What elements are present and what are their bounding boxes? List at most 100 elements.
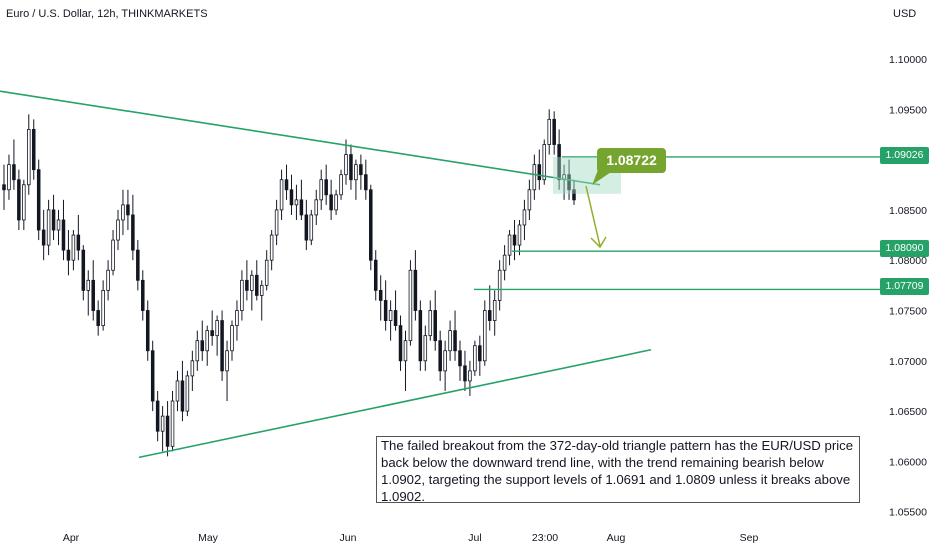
candle-body <box>507 234 512 256</box>
candle-body <box>448 330 452 352</box>
candle-body <box>141 279 145 311</box>
y-tick-label: 1.08000 <box>889 255 927 267</box>
candle-body <box>185 375 190 412</box>
analysis-annotation: The failed breakout from the 372-day-old… <box>376 436 860 504</box>
candle-body <box>344 154 348 176</box>
y-tick-label: 1.06500 <box>889 406 927 418</box>
symbol-title[interactable]: Euro / U.S. Dollar, 12h, THINKMARKETS <box>6 8 208 20</box>
candle-body <box>354 164 358 181</box>
candle-body <box>294 199 299 206</box>
candle-body <box>433 310 437 342</box>
candle-body <box>245 279 249 291</box>
price-tag-resistance: 1.09026 <box>880 147 929 164</box>
candle-body <box>502 254 507 271</box>
candle-body <box>522 209 527 226</box>
candle-body <box>81 249 86 291</box>
y-tick-label: 1.08500 <box>889 205 927 217</box>
x-tick-label: Jun <box>340 532 357 544</box>
candle-body <box>329 194 333 211</box>
candle-body <box>349 154 353 181</box>
candle-body <box>195 340 200 362</box>
candle-body <box>145 310 150 352</box>
y-tick-label: 1.09500 <box>889 104 927 116</box>
candle-body <box>131 214 135 251</box>
y-tick-label: 1.07000 <box>889 356 927 368</box>
candle-body <box>547 118 551 145</box>
candle-body <box>319 179 323 201</box>
candle-body <box>165 415 170 447</box>
candle-body <box>473 345 477 372</box>
candle-body <box>369 189 373 261</box>
candle-body <box>334 194 338 211</box>
price-callout: 1.08722 <box>597 148 666 173</box>
candle-body <box>106 269 110 291</box>
candle-body <box>230 325 234 352</box>
candle-body <box>383 300 388 321</box>
y-tick-label: 1.06000 <box>889 456 927 468</box>
candle-body <box>557 144 561 181</box>
y-tick-label: 1.07500 <box>889 306 927 318</box>
candle-body <box>532 164 537 191</box>
candle-body <box>111 239 115 271</box>
candle-body <box>46 209 51 246</box>
candle-body <box>497 269 502 301</box>
candle-body <box>269 234 274 261</box>
candle-body <box>453 330 457 352</box>
candle-body <box>324 179 328 196</box>
y-tick-label: 1.10000 <box>889 54 927 66</box>
candle-body <box>22 184 26 221</box>
candle-body <box>284 179 289 191</box>
candle-body <box>299 199 304 216</box>
x-tick-label: Apr <box>63 532 80 544</box>
candle-body <box>279 179 284 211</box>
candle-body <box>51 209 56 231</box>
candle-body <box>487 310 492 321</box>
candle-body <box>240 279 244 311</box>
candle-body <box>542 144 547 181</box>
candle-body <box>378 289 383 301</box>
candle-body <box>91 279 95 311</box>
price-tag-support-1: 1.08090 <box>880 240 929 257</box>
x-tick-label: 23:00 <box>532 532 558 544</box>
candle-body <box>483 310 487 362</box>
candle-body <box>155 400 160 432</box>
candle-body <box>235 310 239 326</box>
candle-body <box>225 350 229 372</box>
candle-body <box>388 310 393 321</box>
candle-body <box>309 214 314 241</box>
candle-body <box>96 310 100 326</box>
candle-body <box>56 219 61 231</box>
x-tick-label: Jul <box>468 532 481 544</box>
candle-body <box>7 164 11 191</box>
candle-body <box>492 300 497 321</box>
currency-label[interactable]: USD <box>893 8 917 20</box>
candle-body <box>373 259 378 291</box>
candle-body <box>41 229 46 246</box>
candle-body <box>126 204 130 216</box>
projection-arrow-shaft <box>585 185 601 247</box>
candle-body <box>76 234 81 251</box>
candle-body <box>36 169 41 231</box>
candle-body <box>66 249 71 261</box>
candle-body <box>428 310 433 337</box>
candle-body <box>31 129 36 171</box>
candle-body <box>572 189 576 201</box>
drawings <box>0 90 880 459</box>
candle-body <box>136 249 140 281</box>
candle-body <box>215 320 219 337</box>
candle-body <box>17 179 21 221</box>
candle-body <box>27 129 31 186</box>
candle-body <box>443 350 447 372</box>
callout-pointer <box>592 170 614 185</box>
y-tick-label: 1.05500 <box>889 507 927 519</box>
candle-body <box>314 199 319 216</box>
candle-body <box>210 330 214 337</box>
x-tick-label: Sep <box>740 532 759 544</box>
projection-arrow-head <box>590 236 607 249</box>
candle-body <box>552 118 556 145</box>
candle-body <box>101 289 105 326</box>
candle-body <box>2 184 6 191</box>
candle-body <box>205 330 209 352</box>
candle-body <box>403 340 408 362</box>
candle-body <box>423 335 428 362</box>
